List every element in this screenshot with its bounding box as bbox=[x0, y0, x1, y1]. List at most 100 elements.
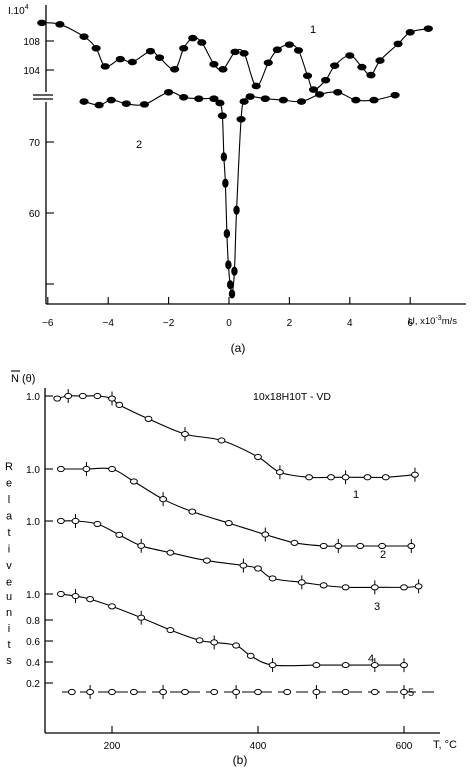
panel-b-series-4-point bbox=[137, 614, 146, 621]
panel-b-series-3-point bbox=[370, 584, 379, 591]
panel-b-series-3-point bbox=[239, 562, 248, 569]
panel-a-series-1-point bbox=[55, 21, 65, 28]
panel-b-series-1-line bbox=[57, 395, 415, 479]
panel-b-series-3-point bbox=[71, 517, 80, 525]
panel-a-series-2-point bbox=[223, 228, 231, 239]
panel-b-series-1-label: 1 bbox=[353, 489, 359, 501]
panel-a-series-1-point bbox=[345, 52, 355, 59]
panel-b-series-2-point bbox=[290, 539, 299, 546]
panel-a-series-2-point bbox=[79, 98, 89, 105]
panel-a-series-1-point bbox=[179, 44, 189, 52]
panel-b-series-2-point bbox=[130, 478, 138, 485]
panel-b-series-2-point bbox=[57, 465, 65, 473]
panel-a-series-1-point bbox=[284, 41, 294, 48]
panel-b-series-4-point bbox=[370, 661, 379, 669]
panel-b-series-1-point bbox=[305, 474, 314, 481]
panel-b-series-4-label: 4 bbox=[368, 653, 374, 665]
panel-b-series-4-point bbox=[166, 626, 175, 634]
panel-b-series: 1 2 3 4 5 bbox=[53, 389, 440, 699]
panel-b-series-2-point bbox=[356, 542, 365, 550]
panel-a-series-2-point bbox=[233, 205, 240, 215]
panel-a-series-1-point bbox=[272, 46, 282, 53]
panel-b-series-2-point bbox=[159, 496, 168, 503]
panel-a-y-tick-label: 70 bbox=[29, 138, 41, 149]
panel-b-series-2-point bbox=[407, 542, 416, 550]
panel-b-series-4-point bbox=[341, 661, 350, 669]
panel-b-series-1-point bbox=[217, 437, 226, 444]
panel-a-series-1-point bbox=[100, 63, 110, 70]
panel-b-x-tick-label: 600 bbox=[396, 741, 413, 752]
panel-b-series-1-point bbox=[254, 453, 262, 461]
panel-a-series-1-point bbox=[251, 82, 261, 90]
panel-b-series-5-point bbox=[312, 688, 321, 696]
panel-b-series-4-point bbox=[57, 590, 65, 598]
panel-b-series-1-point bbox=[381, 474, 390, 481]
panel-a-x-tick-label: −4 bbox=[102, 318, 114, 329]
panel-a-y-tick-label: 60 bbox=[29, 209, 41, 220]
panel-b-series-3-point bbox=[203, 557, 211, 564]
panel-b-series-3-point bbox=[400, 584, 408, 591]
panel-a-series-1-point bbox=[405, 28, 415, 36]
panel-a-series-2-point bbox=[225, 260, 232, 270]
panel-b-series-2-point bbox=[261, 531, 270, 538]
panel-a-y-ticks: 104 108 60 70 bbox=[23, 37, 54, 285]
panel-b-series-4-point bbox=[210, 639, 219, 646]
panel-b-series-2-point bbox=[319, 542, 328, 550]
panel-a-series-1-point bbox=[115, 55, 125, 63]
panel-b-series-3-point bbox=[166, 549, 175, 556]
panel-b-series-2-point bbox=[334, 542, 343, 550]
panel-a-series-2-point bbox=[245, 93, 255, 100]
panel-a-x-tick-label: 2 bbox=[287, 318, 293, 329]
panel-a-series-2-point bbox=[215, 99, 225, 107]
panel-b-x-axis-label: T, °C bbox=[433, 739, 457, 751]
panel-b-series-2-point bbox=[224, 519, 233, 527]
panel-a-series-1-point bbox=[127, 58, 137, 66]
panel-a-series-2-point bbox=[296, 98, 307, 105]
panel-b-series-5-point bbox=[400, 688, 408, 696]
panel-b-y-tick-label: 0.2 bbox=[26, 679, 40, 690]
panel-a-x-tick-label: 6 bbox=[407, 318, 413, 329]
panel-b-series-5-label: 5 bbox=[408, 687, 414, 699]
panel-a-series-2-point bbox=[228, 289, 236, 299]
panel-a-x-tick-label: 4 bbox=[347, 318, 353, 329]
panel-b-series-1-point bbox=[363, 474, 372, 481]
panel-b-series-1-point bbox=[108, 395, 116, 402]
panel-a-series-1-point bbox=[423, 25, 433, 32]
panel-a-series-2-point bbox=[217, 112, 227, 120]
panel-b-series-4-point bbox=[195, 637, 204, 644]
panel-a-series-1-point bbox=[218, 65, 228, 73]
panel-b-series-1-point bbox=[276, 469, 284, 476]
panel-b-x-tick-label: 400 bbox=[250, 741, 267, 752]
panel-b-series-1-point bbox=[93, 392, 102, 400]
panel-a-series-2-point bbox=[164, 89, 174, 96]
panel-a-x-axis-label: U, x10-3m/s bbox=[408, 315, 457, 327]
panel-b-series-5-point bbox=[108, 688, 116, 696]
panel-b-series-5-point bbox=[341, 688, 350, 696]
panel-a-series-2-point bbox=[239, 98, 249, 105]
panel-a-series-1-label: 1 bbox=[310, 24, 316, 36]
panel-a-series-2-point bbox=[333, 89, 343, 96]
panel-b-series-2-point bbox=[108, 465, 116, 473]
panel-b-y-tick-label: 0.6 bbox=[26, 637, 40, 648]
panel-b-series-4-point bbox=[71, 592, 80, 600]
panel-b-series-3-point bbox=[115, 531, 124, 538]
panel-b-series-3-point bbox=[297, 579, 306, 586]
panel-b-series-4-point bbox=[232, 642, 241, 649]
panel-b-series-4-point bbox=[246, 652, 255, 659]
panel-b-series-3-point bbox=[57, 517, 65, 525]
panel-a-series-2-point bbox=[222, 178, 229, 188]
panel-a-series-2-point bbox=[139, 101, 150, 108]
panel-b-series-5-point bbox=[159, 688, 168, 696]
panel-a-series-2-point bbox=[260, 95, 270, 102]
panel-b-series-5-point bbox=[370, 688, 379, 696]
panel-a-x-tick-label: −6 bbox=[42, 318, 54, 329]
panel-b-y-tick-label: 1.0 bbox=[26, 517, 40, 528]
panel-a-y-tick-label: 104 bbox=[23, 66, 40, 77]
panel-b-series-3-point bbox=[341, 584, 350, 591]
panel-b-y-ticks: 1.0 1.0 1.0 1.0 0.8 0.6 0.4 0.2 bbox=[26, 392, 53, 690]
panel-b-series-4-point bbox=[86, 596, 94, 603]
panel-b-series-3-point bbox=[319, 582, 328, 589]
panel-b-series-3-point bbox=[137, 542, 146, 549]
panel-b-series-3-point bbox=[93, 520, 102, 528]
panel-b-series-4-point bbox=[108, 603, 116, 610]
